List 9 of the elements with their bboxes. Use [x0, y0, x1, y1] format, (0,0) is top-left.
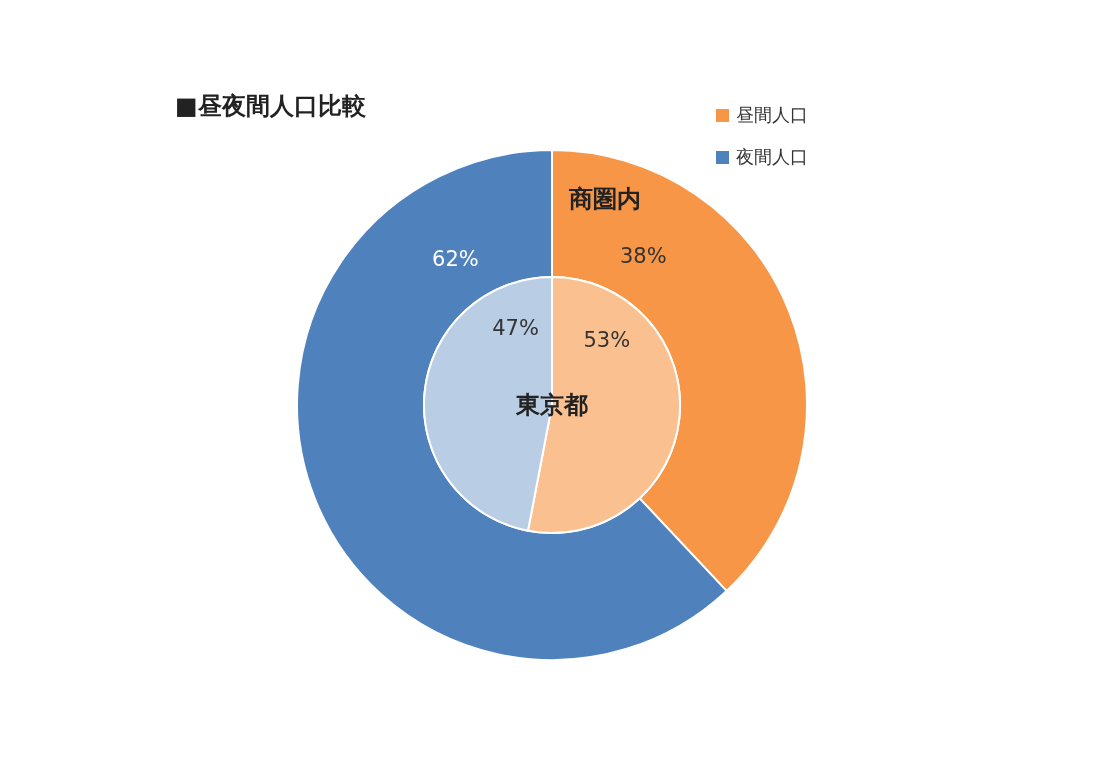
data-label: 53%: [583, 327, 631, 352]
data-label: 47%: [492, 316, 539, 341]
data-label: 62%: [432, 247, 479, 272]
legend-label: 昼間人口: [736, 104, 808, 125]
chart-title: ■昼夜間人口比較: [175, 92, 367, 120]
data-label: 38%: [620, 243, 667, 268]
slice-label: 東京都: [515, 391, 588, 419]
slice-label: 商圏内: [568, 185, 641, 213]
legend-label: 夜間人口: [736, 146, 808, 167]
